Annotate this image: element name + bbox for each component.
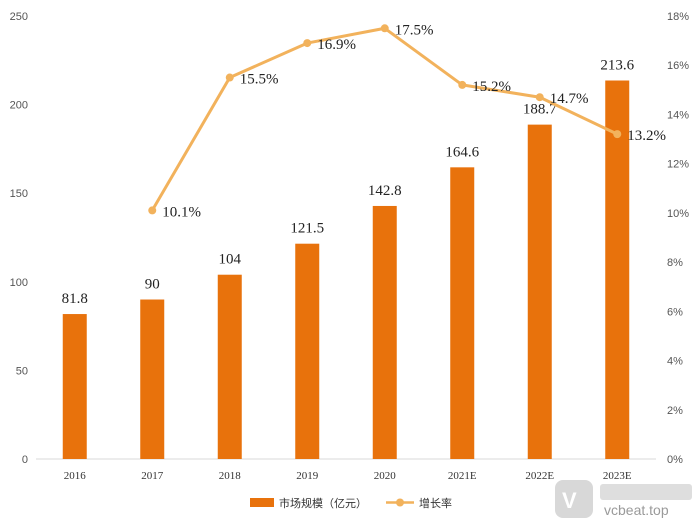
right-tick-label: 0% bbox=[667, 454, 683, 466]
x-tick-label: 2018 bbox=[219, 470, 242, 482]
bar bbox=[62, 314, 87, 459]
right-tick-label: 18% bbox=[667, 11, 689, 23]
line-labels: 10.1% 15.5% 16.9% 17.5% 15.2% 14.7% 13.2% bbox=[162, 22, 666, 220]
line-series bbox=[148, 24, 622, 215]
bar-value-label: 164.6 bbox=[445, 144, 479, 160]
line-value-label: 15.2% bbox=[472, 79, 511, 95]
watermark-logo-glyph: V bbox=[562, 488, 577, 513]
watermark-brand-mark bbox=[600, 484, 692, 500]
right-tick-label: 2% bbox=[667, 405, 683, 417]
x-tick-label: 2021E bbox=[448, 470, 477, 482]
bar bbox=[372, 205, 397, 459]
line-point bbox=[458, 80, 467, 89]
watermark: V vcbeat.top bbox=[555, 480, 692, 518]
x-tick-label: 2016 bbox=[64, 470, 87, 482]
bar bbox=[450, 167, 475, 459]
left-tick-label: 100 bbox=[10, 277, 28, 289]
line-point bbox=[148, 206, 157, 215]
line-point bbox=[613, 130, 622, 139]
line-point bbox=[303, 39, 312, 48]
line-value-label: 16.9% bbox=[317, 37, 356, 53]
line-point bbox=[380, 24, 389, 33]
bar bbox=[217, 274, 242, 459]
bar-value-label: 104 bbox=[219, 252, 242, 268]
legend: 市场规模（亿元） 增长率 bbox=[250, 496, 452, 510]
x-tick-label: 2020 bbox=[374, 470, 397, 482]
x-tick-label: 2017 bbox=[141, 470, 164, 482]
bar-value-label: 81.8 bbox=[62, 291, 88, 307]
bar-value-label: 188.7 bbox=[523, 102, 557, 118]
line-value-label: 14.7% bbox=[550, 91, 589, 107]
bar-value-label: 121.5 bbox=[290, 221, 324, 237]
bar bbox=[295, 243, 320, 459]
bar bbox=[140, 299, 165, 459]
bar bbox=[527, 124, 552, 459]
legend-bar-swatch bbox=[250, 498, 274, 507]
right-tick-label: 4% bbox=[667, 356, 683, 368]
x-axis: 2016 2017 2018 2019 2020 2021E 2022E 2023E bbox=[64, 470, 632, 482]
line-value-label: 17.5% bbox=[395, 22, 434, 38]
left-tick-label: 50 bbox=[16, 365, 28, 377]
right-tick-label: 12% bbox=[667, 159, 689, 171]
line-point bbox=[225, 73, 234, 82]
right-tick-label: 8% bbox=[667, 257, 683, 269]
line-point bbox=[535, 93, 544, 102]
legend-bar-label: 市场规模（亿元） bbox=[279, 496, 367, 510]
left-tick-label: 250 bbox=[10, 11, 28, 23]
left-tick-label: 0 bbox=[22, 454, 28, 466]
x-tick-label: 2023E bbox=[603, 470, 632, 482]
x-tick-label: 2022E bbox=[525, 470, 554, 482]
line-value-label: 15.5% bbox=[240, 72, 279, 88]
x-tick-label: 2019 bbox=[296, 470, 319, 482]
left-tick-label: 200 bbox=[10, 100, 28, 112]
right-tick-label: 10% bbox=[667, 208, 689, 220]
right-tick-label: 16% bbox=[667, 60, 689, 72]
line-value-label: 10.1% bbox=[162, 204, 201, 220]
right-tick-label: 14% bbox=[667, 109, 689, 121]
watermark-logo-icon bbox=[555, 480, 593, 518]
bar-series bbox=[62, 80, 630, 460]
bar-value-label: 90 bbox=[145, 277, 160, 293]
left-tick-label: 150 bbox=[10, 188, 28, 200]
line-value-label: 13.2% bbox=[627, 128, 666, 144]
legend-line-marker bbox=[396, 498, 404, 507]
legend-line-label: 增长率 bbox=[419, 496, 452, 510]
bar-value-label: 213.6 bbox=[600, 58, 634, 74]
bar-value-label: 142.8 bbox=[368, 183, 402, 199]
right-tick-label: 6% bbox=[667, 306, 683, 318]
left-axis: 0 50 100 150 200 250 bbox=[10, 11, 28, 466]
watermark-text: vcbeat.top bbox=[604, 502, 669, 518]
right-axis: 0% 2% 4% 6% 8% 10% 12% 14% 16% 18% bbox=[667, 11, 689, 466]
bar bbox=[605, 80, 630, 460]
bar-labels: 81.8 90 104 121.5 142.8 164.6 188.7 213.6 bbox=[62, 58, 635, 308]
